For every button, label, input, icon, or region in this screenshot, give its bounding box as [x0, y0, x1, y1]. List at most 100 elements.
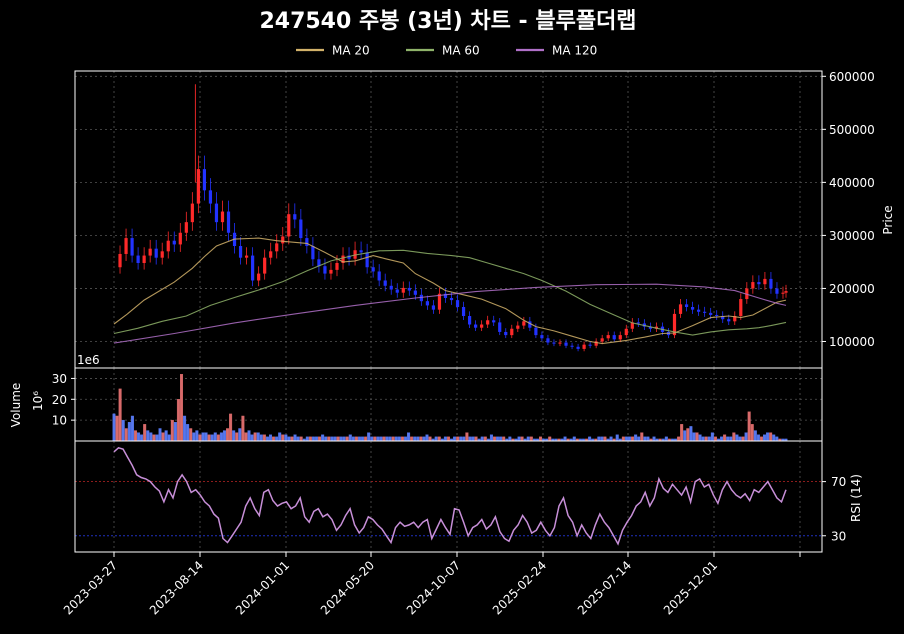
- x-tick-label: 2024-05-20: [318, 558, 377, 617]
- volume-bar: [321, 434, 325, 442]
- volume-bar: [416, 436, 420, 442]
- legend-label-3: MA 120: [552, 44, 597, 58]
- volume-bar: [247, 430, 251, 442]
- volume-bar: [492, 436, 496, 442]
- ma60-line: [113, 249, 787, 336]
- volume-bar: [204, 432, 208, 442]
- candle-body: [486, 320, 490, 325]
- rsi-frame: [74, 440, 823, 553]
- volume-bar: [664, 436, 668, 442]
- volume-bar: [686, 428, 690, 442]
- volume-bar: [732, 432, 736, 442]
- candle-body: [784, 291, 788, 293]
- candle-body: [510, 328, 514, 336]
- candle-body: [401, 287, 405, 293]
- candle-body: [238, 246, 243, 258]
- volume-bar: [333, 436, 337, 442]
- volume-bar: [499, 436, 503, 442]
- volume-bar: [631, 436, 635, 442]
- volume-bar: [563, 436, 567, 442]
- volume-bar: [710, 432, 714, 442]
- candle-body: [534, 327, 538, 336]
- volume-bar: [250, 434, 254, 442]
- volume-bar: [698, 434, 702, 442]
- candle-body: [757, 282, 761, 285]
- volume-bar: [459, 436, 463, 442]
- volume-bar: [741, 436, 745, 442]
- volume-bar: [216, 434, 220, 442]
- volume-bar: [680, 424, 684, 442]
- volume-bar: [327, 436, 331, 442]
- candle-body: [425, 301, 429, 306]
- candle-body: [142, 255, 146, 263]
- volume-bar: [588, 436, 592, 442]
- volume-bar: [772, 434, 776, 442]
- price-tick-label: 300000: [829, 229, 875, 243]
- candle-body: [739, 299, 743, 317]
- volume-bar: [186, 424, 190, 442]
- volume-bar: [637, 436, 641, 442]
- volume-bar: [284, 434, 288, 442]
- volume-bar: [738, 436, 742, 442]
- candle-body: [558, 342, 562, 344]
- candle-body: [672, 313, 677, 336]
- volume-bar: [517, 436, 521, 442]
- volume-bar: [753, 430, 757, 442]
- candle-body: [269, 251, 273, 258]
- volume-bar: [213, 432, 217, 442]
- volume-bar: [222, 430, 226, 442]
- candle-body: [552, 342, 556, 344]
- volume-bar: [520, 436, 524, 442]
- candle-body: [582, 344, 586, 349]
- volume-bar: [388, 436, 392, 442]
- volume-bar: [437, 436, 441, 442]
- volume-bar: [152, 434, 156, 442]
- volume-bar: [603, 436, 607, 442]
- candle-body: [365, 252, 369, 268]
- volume-bar: [652, 436, 656, 442]
- price-tick-label: 100000: [829, 335, 875, 349]
- volume-bar: [137, 432, 141, 442]
- volume-bar: [474, 436, 478, 442]
- volume-bar: [600, 436, 604, 442]
- candle-body: [251, 255, 255, 281]
- volume-bar: [756, 434, 760, 442]
- volume-bar: [539, 436, 543, 442]
- price-frame: [74, 70, 823, 369]
- price-panel: 100000 200000 300000 400000 500000 600000 Pric…: [74, 70, 895, 369]
- volume-bar: [689, 426, 693, 442]
- volume-bar: [330, 436, 334, 442]
- volume-bar: [256, 432, 260, 442]
- volume-bar: [508, 436, 512, 442]
- candle-body: [684, 304, 689, 308]
- volume-bar: [192, 432, 196, 442]
- candle-body: [202, 169, 207, 191]
- candle-body: [299, 219, 303, 239]
- volume-bar: [759, 436, 763, 442]
- legend-label-1: MA 20: [332, 44, 370, 58]
- volume-bar: [434, 436, 438, 442]
- volume-bar: [232, 430, 236, 442]
- volume-bar: [299, 436, 303, 442]
- rsi-line: [113, 446, 787, 546]
- volume-bar: [496, 436, 500, 442]
- candle-body: [570, 345, 574, 347]
- price-tick-label: 500000: [829, 123, 875, 137]
- volume-bar: [422, 436, 426, 442]
- volume-bar: [615, 434, 619, 442]
- volume-bar: [155, 434, 159, 442]
- volume-bar: [572, 436, 576, 442]
- candle-body: [118, 253, 122, 268]
- volume-bar: [379, 436, 383, 442]
- volume-bar: [124, 428, 128, 442]
- volume-bar: [775, 436, 779, 442]
- volume-bar: [394, 436, 398, 442]
- volume-bar: [364, 436, 368, 442]
- volume-bar: [692, 432, 696, 442]
- candle-body: [715, 314, 719, 317]
- volume-bar: [624, 436, 628, 442]
- volume-scale-label: 1e6: [77, 353, 100, 367]
- rsi-panel: 30 70 RSI (14): [74, 440, 863, 553]
- candle-body: [154, 248, 158, 258]
- volume-bar: [158, 428, 162, 442]
